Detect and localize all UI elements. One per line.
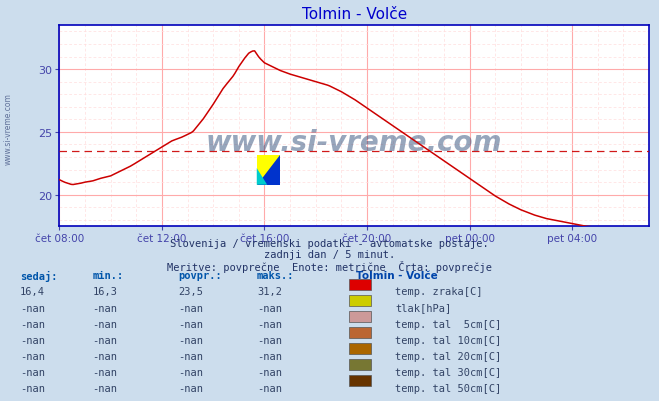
Text: -nan: -nan [257, 303, 282, 313]
Bar [349, 375, 371, 386]
Text: -nan: -nan [20, 351, 45, 361]
Text: sedaj:: sedaj: [20, 271, 57, 282]
Text: -nan: -nan [92, 303, 117, 313]
Text: tlak[hPa]: tlak[hPa] [395, 303, 451, 313]
Text: 31,2: 31,2 [257, 287, 282, 297]
Text: temp. tal 10cm[C]: temp. tal 10cm[C] [395, 335, 501, 345]
Text: -nan: -nan [178, 367, 203, 377]
Text: -nan: -nan [20, 335, 45, 345]
Bar [257, 155, 280, 185]
Text: www.si-vreme.com: www.si-vreme.com [3, 93, 13, 164]
Bar [349, 359, 371, 370]
Text: -nan: -nan [178, 383, 203, 393]
Text: Slovenija / vremenski podatki - avtomatske postaje.: Slovenija / vremenski podatki - avtomats… [170, 239, 489, 249]
Text: -nan: -nan [257, 319, 282, 329]
Text: povpr.:: povpr.: [178, 271, 221, 281]
Text: 16,4: 16,4 [20, 287, 45, 297]
Polygon shape [257, 169, 267, 185]
Text: temp. tal 50cm[C]: temp. tal 50cm[C] [395, 383, 501, 393]
Text: Tolmin - Volče: Tolmin - Volče [356, 271, 438, 281]
Bar [349, 327, 371, 338]
Text: www.si-vreme.com: www.si-vreme.com [206, 128, 502, 156]
Text: -nan: -nan [92, 335, 117, 345]
Text: temp. tal 30cm[C]: temp. tal 30cm[C] [395, 367, 501, 377]
Text: -nan: -nan [178, 351, 203, 361]
Text: -nan: -nan [257, 383, 282, 393]
Text: min.:: min.: [92, 271, 123, 281]
Text: -nan: -nan [92, 319, 117, 329]
Text: -nan: -nan [178, 303, 203, 313]
Text: -nan: -nan [92, 383, 117, 393]
Bar [349, 343, 371, 354]
Text: -nan: -nan [257, 351, 282, 361]
Text: -nan: -nan [92, 367, 117, 377]
Text: -nan: -nan [92, 351, 117, 361]
Bar [349, 295, 371, 306]
Bar [349, 311, 371, 322]
Text: zadnji dan / 5 minut.: zadnji dan / 5 minut. [264, 249, 395, 259]
Text: -nan: -nan [178, 335, 203, 345]
Text: -nan: -nan [20, 367, 45, 377]
Text: -nan: -nan [178, 319, 203, 329]
Text: -nan: -nan [20, 383, 45, 393]
Text: temp. tal 20cm[C]: temp. tal 20cm[C] [395, 351, 501, 361]
Text: temp. zraka[C]: temp. zraka[C] [395, 287, 483, 297]
Text: temp. tal  5cm[C]: temp. tal 5cm[C] [395, 319, 501, 329]
Text: -nan: -nan [257, 367, 282, 377]
Text: 23,5: 23,5 [178, 287, 203, 297]
Text: -nan: -nan [257, 335, 282, 345]
Text: -nan: -nan [20, 319, 45, 329]
Bar [349, 279, 371, 290]
Polygon shape [257, 155, 280, 185]
Text: Meritve: povprečne  Enote: metrične  Črta: povprečje: Meritve: povprečne Enote: metrične Črta:… [167, 260, 492, 272]
Title: Tolmin - Volče: Tolmin - Volče [302, 7, 407, 22]
Text: -nan: -nan [20, 303, 45, 313]
Text: 16,3: 16,3 [92, 287, 117, 297]
Text: maks.:: maks.: [257, 271, 295, 281]
